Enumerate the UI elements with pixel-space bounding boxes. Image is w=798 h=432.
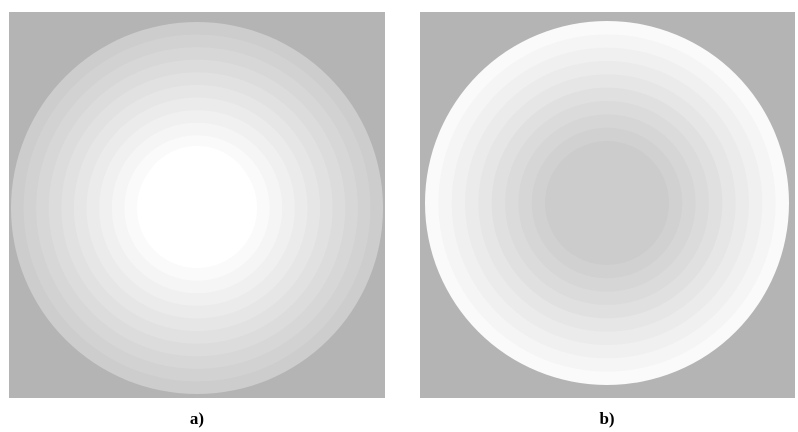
panel-label: a)	[190, 409, 204, 428]
intensity-band	[545, 141, 669, 265]
intensity-band	[139, 146, 255, 262]
figure: a) b)	[0, 0, 798, 432]
panel	[9, 12, 385, 398]
panel	[420, 12, 795, 398]
panel-label: b)	[599, 409, 614, 428]
